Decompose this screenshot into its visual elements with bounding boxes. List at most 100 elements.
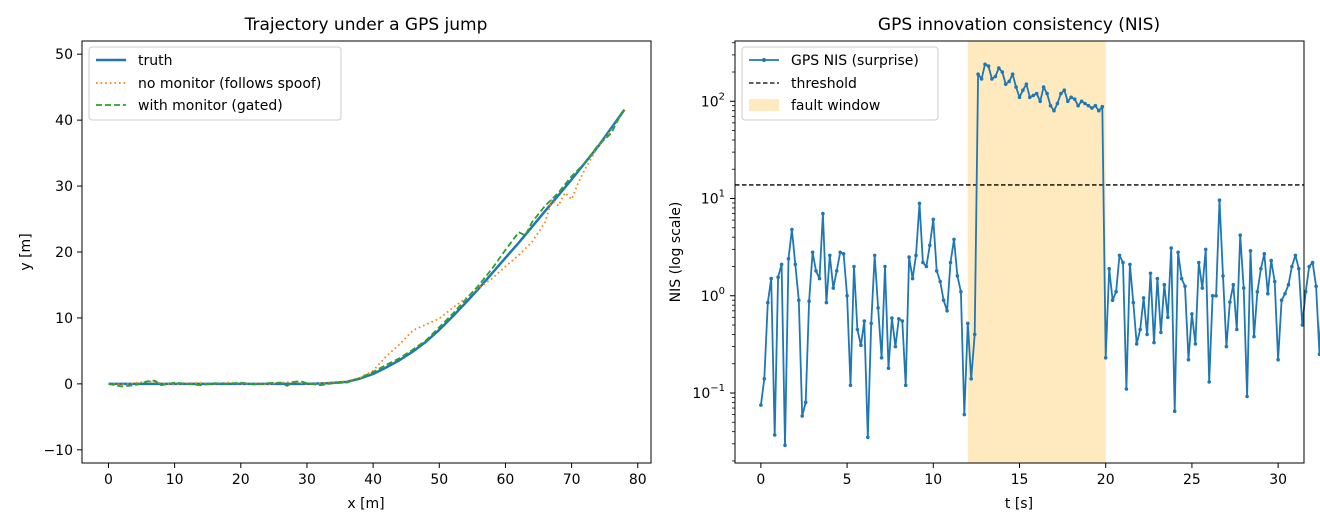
nis-point (1138, 327, 1142, 332)
nis-point (966, 321, 970, 326)
nis-point (1217, 198, 1222, 202)
nis-point (1241, 286, 1246, 290)
nis-point (1055, 101, 1060, 106)
nis-point (897, 317, 901, 321)
y-tick-label: −10 (43, 443, 73, 459)
nis-point (1248, 249, 1253, 253)
nis-point (1090, 106, 1094, 110)
legend-label-truth: truth (138, 53, 172, 69)
x-tick-label: 20 (232, 472, 250, 488)
x-tick-label: 5 (843, 472, 852, 488)
y-tick-label: 0 (64, 377, 73, 393)
y-tick-label: 50 (55, 47, 73, 63)
nis-point (986, 64, 991, 68)
x-tick-label: 20 (1097, 472, 1115, 488)
y-tick-label: 30 (55, 179, 73, 195)
nis-point (1114, 289, 1118, 294)
nis-point (972, 332, 977, 337)
trajectory-y-ticks: −10 0 10 20 30 40 50 (43, 47, 82, 459)
nis-point (1162, 282, 1167, 287)
nis-point (1145, 332, 1149, 337)
nis-point (1252, 334, 1256, 339)
nis-point (893, 344, 898, 349)
nis-point (824, 300, 829, 305)
nis-point (1310, 260, 1315, 265)
legend-swatch-fault-window (749, 99, 779, 111)
nis-point (1148, 271, 1153, 276)
nis-point (1190, 312, 1194, 316)
nis-point (1000, 70, 1005, 74)
nis-point (1097, 108, 1101, 113)
nis-point (903, 383, 908, 388)
nis-point (1314, 284, 1318, 289)
nis-point (1231, 282, 1236, 287)
legend-label-fault-window: fault window (791, 98, 880, 114)
nis-point (976, 72, 980, 76)
nis-point (1003, 82, 1008, 86)
x-tick-label: 40 (364, 472, 382, 488)
x-tick-label: 25 (1183, 472, 1201, 488)
nis-point (1041, 85, 1046, 89)
nis-point (934, 269, 939, 273)
nis-point (959, 289, 963, 294)
nis-point (1155, 276, 1160, 281)
nis-point (1228, 300, 1232, 304)
nis-y-axis-label: NIS (log scale) (668, 202, 684, 303)
nis-point (1034, 91, 1039, 96)
nis-point (1031, 93, 1036, 98)
nis-point (1066, 99, 1070, 104)
trajectory-chart: Trajectory under a GPS jump 0 10 20 30 40 50 6… (18, 15, 652, 512)
x-tick-label: 10 (924, 472, 942, 488)
nis-point (790, 227, 794, 232)
nis-point (1059, 91, 1063, 96)
nis-point (831, 286, 836, 290)
nis-point (993, 74, 998, 79)
nis-point (1110, 298, 1115, 303)
nis-point (1069, 95, 1073, 100)
nis-point (1079, 99, 1084, 104)
nis-point (1197, 260, 1201, 265)
nis-point (1010, 72, 1015, 76)
nis-point (900, 319, 905, 323)
nis-point (1272, 279, 1277, 284)
nis-point (1169, 246, 1173, 250)
nis-point (1293, 253, 1298, 258)
nis-point (1317, 352, 1320, 357)
nis-point (1045, 91, 1049, 96)
nis-point (1062, 88, 1067, 92)
nis-legend-box (741, 46, 939, 121)
nis-point (917, 201, 922, 206)
nis-point (786, 257, 791, 261)
nis-point (769, 276, 773, 281)
x-tick-label: 30 (1269, 472, 1287, 488)
fault-window-band (967, 41, 1106, 463)
nis-point (1183, 284, 1187, 289)
nis-point (1072, 97, 1077, 101)
nis-point (1007, 79, 1011, 84)
nis-point (766, 300, 770, 305)
nis-point (955, 274, 960, 278)
nis-point (772, 433, 777, 437)
nis-point (1266, 291, 1270, 296)
nis-point (776, 275, 780, 280)
nis-point (883, 264, 887, 269)
nis-plot-area (735, 41, 1320, 463)
nis-point (983, 62, 987, 67)
legend-label-no-monitor: no monitor (follows spoof) (138, 76, 321, 92)
nis-point (1203, 247, 1208, 252)
nis-point (928, 243, 932, 248)
nis-point (1283, 291, 1287, 296)
nis-point (866, 435, 870, 440)
trajectory-legend: truth no monitor (follows spoof) with mo… (88, 46, 342, 121)
nis-point (1200, 286, 1205, 290)
nis-point (779, 262, 784, 267)
nis-point (1279, 298, 1284, 303)
legend-label-threshold: threshold (791, 76, 857, 92)
x-tick-label: 60 (497, 472, 515, 488)
nis-point (834, 269, 839, 273)
trajectory-x-axis-label: x [m] (347, 496, 384, 512)
series-line-with-with-monitor (108, 109, 626, 388)
nis-point (793, 262, 798, 267)
nis-point (1141, 296, 1146, 300)
nis-point (1269, 258, 1273, 263)
